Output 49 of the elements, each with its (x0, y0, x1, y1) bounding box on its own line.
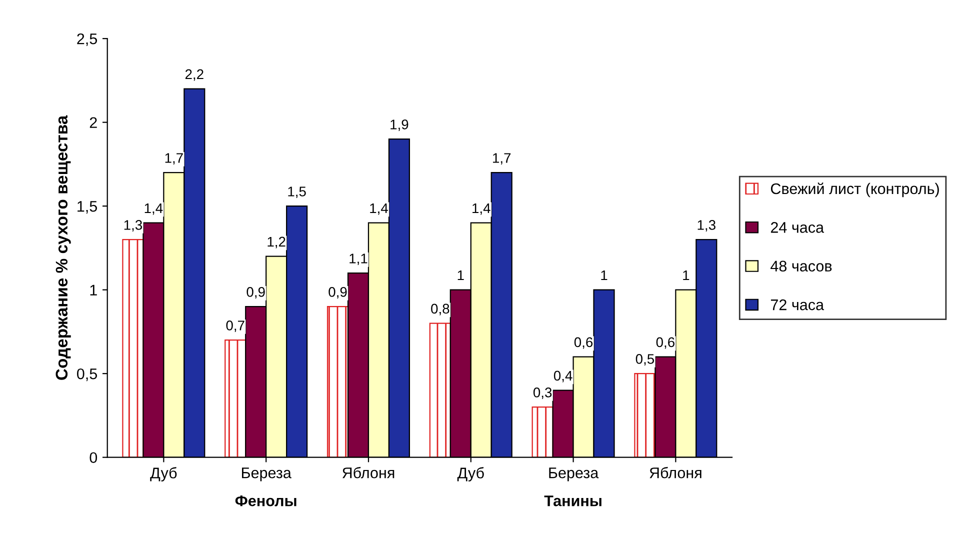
bar (122, 239, 144, 458)
data-label: 0,8 (431, 304, 450, 316)
data-label: 1 (683, 270, 690, 280)
data-label: 1 (601, 270, 608, 280)
bar (634, 373, 656, 458)
legend-label: Свежий лист (контроль) (770, 182, 939, 198)
bar (224, 340, 246, 458)
data-label: 0,4 (554, 370, 572, 382)
data-label: 1,4 (144, 203, 163, 215)
data-label: 1,7 (165, 153, 183, 165)
legend-label: 24 часа (770, 222, 824, 233)
legend-label: 72 часа (770, 299, 824, 310)
data-label: 1,4 (370, 203, 388, 215)
data-label: 2,2 (185, 69, 204, 81)
y-tick-label: 1,5 (78, 201, 97, 214)
data-label: 1,3 (698, 220, 716, 232)
data-label: 1,2 (268, 236, 286, 248)
text: Фенолы (235, 496, 296, 506)
data-label: 1,1 (350, 254, 368, 266)
y-tick-label: 0 (90, 452, 98, 464)
y-tick-label: 2 (90, 117, 97, 128)
data-label: 1,4 (472, 203, 490, 215)
bar (429, 322, 451, 458)
data-label: 1,5 (288, 186, 306, 198)
bar (326, 306, 349, 458)
data-label: 0,7 (226, 320, 244, 332)
x-tick-label: Дуб (457, 467, 484, 482)
y-tick-label: 0,5 (77, 368, 97, 382)
x-tick-label: Береза (549, 468, 599, 482)
data-label: 1,9 (390, 120, 408, 132)
y-tick-label: 2,5 (77, 33, 97, 46)
x-tick-label: Яблоня (342, 466, 394, 478)
y-axis-title: Содержание % сухого вещества (56, 115, 71, 380)
data-label: 0,5 (636, 354, 654, 366)
bar (532, 406, 554, 458)
legend-label: 48 часов (770, 260, 832, 272)
data-label: 0,9 (328, 287, 347, 299)
data-label: 1,3 (124, 220, 142, 232)
data-label: 0,9 (246, 287, 265, 299)
y-tick-label: 1 (90, 284, 97, 296)
data-label: 0,6 (574, 337, 593, 349)
data-label: 0,3 (533, 388, 552, 400)
data-label: 0,6 (656, 337, 674, 349)
data-label: 1,7 (493, 153, 511, 165)
data-label: 1 (458, 270, 464, 280)
text: Танины (544, 496, 602, 506)
x-tick-label: Дуб (150, 467, 177, 482)
x-tick-label: Яблоня (650, 466, 702, 478)
x-tick-label: Береза (242, 468, 292, 482)
